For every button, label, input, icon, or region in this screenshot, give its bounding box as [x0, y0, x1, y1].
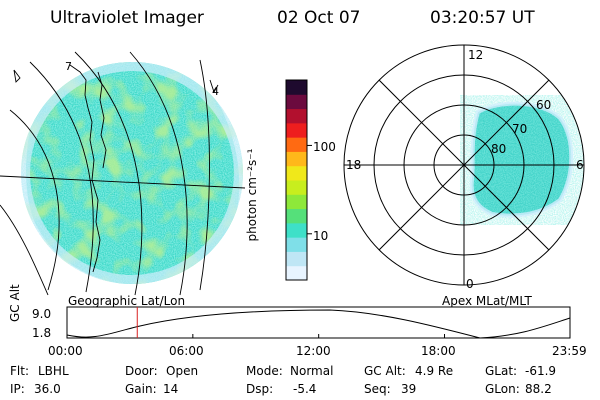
colorbar-swatch — [286, 208, 307, 224]
observation-time: 03:20:57 UT — [430, 8, 535, 28]
seq-value: 39 — [401, 382, 417, 396]
door-value: Open — [166, 364, 199, 378]
colorbar-swatch — [286, 94, 307, 110]
mlat-label-70: 70 — [512, 122, 527, 136]
colorbar-swatch — [286, 108, 307, 124]
time-tick-1800: 18:00 — [421, 344, 456, 358]
door-key: Door: — [125, 364, 158, 378]
time-tick-0000: 00:00 — [48, 344, 83, 358]
ip-key: IP: — [10, 382, 25, 396]
gcalt-key: GC Alt: — [364, 364, 406, 378]
dsp-value: -5.4 — [293, 382, 317, 396]
ip-value: 36.0 — [34, 382, 61, 396]
glon-key: GLon: — [485, 382, 520, 396]
mode-key: Mode: — [246, 364, 283, 378]
app-title: Ultraviolet Imager — [50, 8, 204, 28]
mlat-label-60: 60 — [536, 98, 551, 112]
mlat-label-80: 80 — [491, 142, 506, 156]
coast-label-a: 7 — [65, 60, 72, 73]
colorbar-tick-100: 100 — [313, 140, 336, 154]
colorbar-swatch — [286, 137, 307, 152]
colorbar-swatch — [286, 180, 307, 195]
colorbar-unit-label: photon cm⁻²s⁻¹ — [245, 148, 259, 242]
mlt-label-18: 18 — [346, 158, 361, 172]
colorbar — [285, 79, 312, 281]
flt-key: Flt: — [10, 364, 29, 378]
mlt-label-0: 0 — [466, 277, 474, 291]
colorbar-swatch — [286, 80, 307, 95]
glon-value: 88.2 — [525, 382, 552, 396]
altitude-ylabel: GC Alt — [8, 284, 22, 322]
flt-value: LBHL — [38, 364, 69, 378]
gcalt-value: 4.9 Re — [415, 364, 454, 378]
glat-value: -61.9 — [525, 364, 557, 378]
glat-key: GLat: — [485, 364, 518, 378]
altitude-plot — [66, 306, 571, 339]
observation-date: 02 Oct 07 — [277, 8, 361, 28]
polar-plot: 12 18 6 0 80 70 60 — [343, 44, 585, 291]
mlt-label-6: 6 — [576, 158, 584, 172]
gain-value: 14 — [163, 382, 179, 396]
colorbar-swatch — [286, 251, 307, 267]
altitude-ytick-high: 9.0 — [32, 307, 52, 321]
time-tick-0600: 06:00 — [169, 344, 204, 358]
colorbar-frame — [285, 79, 308, 281]
geographic-caption: Geographic Lat/Lon — [68, 294, 186, 308]
dsp-key: Dsp: — [246, 382, 274, 396]
colorbar-swatch — [286, 237, 307, 252]
colorbar-swatch — [286, 165, 307, 181]
colorbar-tick-10: 10 — [313, 229, 329, 243]
gain-key: Gain: — [125, 382, 157, 396]
mode-value: Normal — [290, 364, 334, 378]
time-tick-1200: 12:00 — [296, 344, 331, 358]
altitude-ytick-low: 1.8 — [32, 326, 52, 340]
coast-label-b: 4 — [212, 85, 219, 98]
colorbar-swatch — [286, 194, 307, 210]
colorbar-swatch — [286, 122, 307, 138]
seq-key: Seq: — [364, 382, 391, 396]
mlt-label-12: 12 — [468, 48, 483, 62]
colorbar-swatch — [286, 151, 307, 167]
colorbar-swatch — [286, 222, 307, 238]
colorbar-swatch — [286, 265, 307, 281]
polar-caption: Apex MLat/MLT — [442, 294, 532, 308]
geographic-image: 7 4 — [0, 51, 246, 296]
time-tick-2359: 23:59 — [552, 344, 587, 358]
